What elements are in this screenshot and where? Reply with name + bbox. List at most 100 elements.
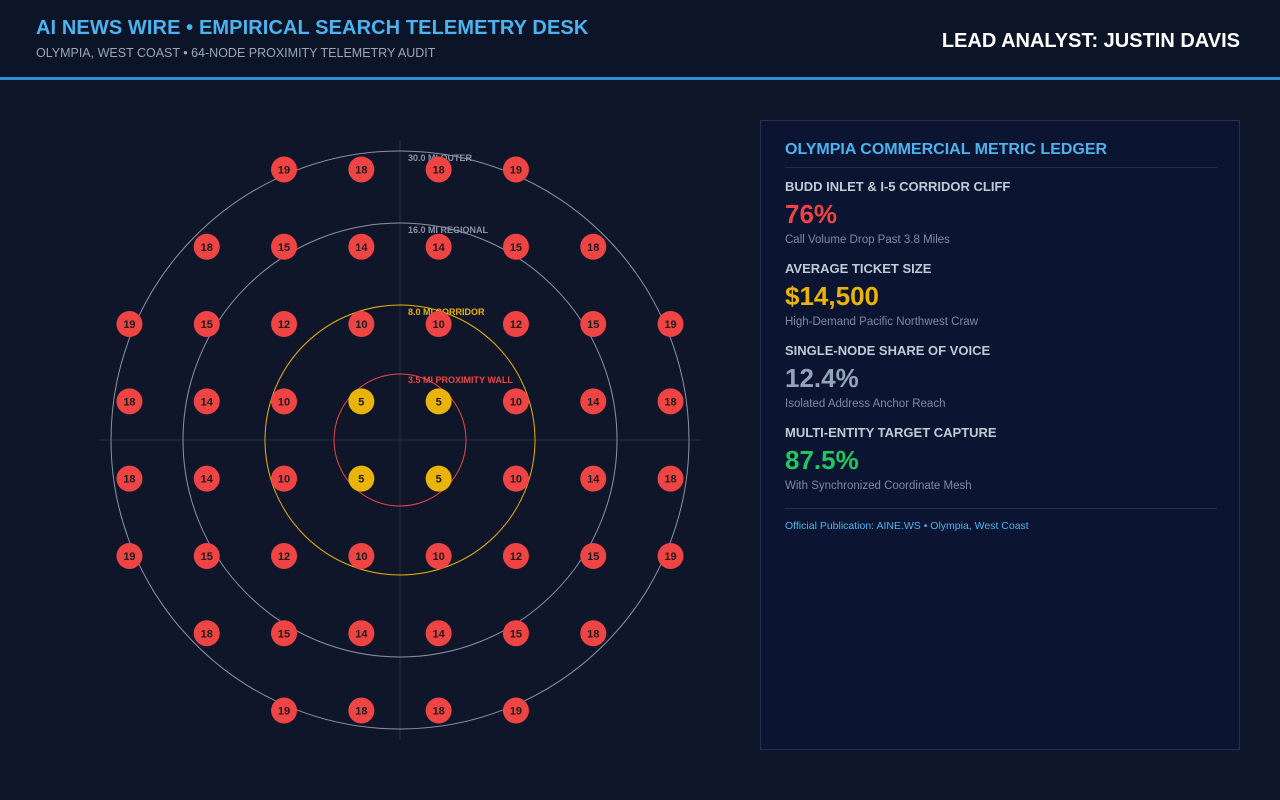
metric-label: AVERAGE TICKET SIZE: [785, 261, 932, 276]
node-value: 10: [355, 319, 367, 331]
node-value: 18: [433, 164, 445, 176]
node-marker: [116, 311, 143, 338]
node-marker: [116, 388, 143, 415]
node-marker: [348, 697, 375, 724]
telemetry-node: 18: [657, 465, 684, 492]
node-marker: [193, 620, 220, 647]
node-value: 18: [587, 242, 599, 254]
telemetry-node: 5: [425, 388, 452, 415]
telemetry-node: 18: [657, 388, 684, 415]
node-value: 18: [664, 474, 676, 486]
node-marker: [425, 311, 452, 338]
page-title: AI NEWS WIRE • EMPIRICAL SEARCH TELEMETR…: [36, 17, 589, 39]
node-value: 5: [358, 474, 364, 486]
metric-caption: High-Demand Pacific Northwest Craw: [785, 316, 979, 328]
node-value: 14: [355, 242, 368, 254]
node-marker: [580, 542, 607, 569]
node-marker: [193, 465, 220, 492]
metric-ticket-size: AVERAGE TICKET SIZE $14,500 High-Demand …: [785, 261, 1217, 328]
distance-ring: [333, 373, 467, 507]
telemetry-node: 19: [271, 697, 298, 724]
telemetry-node: 10: [425, 542, 452, 569]
node-marker: [348, 233, 375, 260]
telemetry-node: 19: [657, 311, 684, 338]
metric-caption: Isolated Address Anchor Reach: [785, 398, 946, 410]
node-value: 5: [358, 396, 364, 408]
node-value: 15: [587, 551, 599, 563]
distance-ring: [264, 304, 536, 576]
node-marker: [502, 156, 529, 183]
telemetry-node: 15: [271, 233, 298, 260]
node-marker: [348, 542, 375, 569]
telemetry-node: 10: [348, 542, 375, 569]
node-value: 19: [278, 164, 290, 176]
telemetry-node: 15: [502, 233, 529, 260]
node-value: 19: [510, 706, 522, 718]
telemetry-node: 12: [271, 542, 298, 569]
node-marker: [657, 465, 684, 492]
node-marker: [271, 697, 298, 724]
telemetry-node: 19: [657, 542, 684, 569]
node-marker: [193, 233, 220, 260]
page-header: AI NEWS WIRE • EMPIRICAL SEARCH TELEMETR…: [0, 0, 1280, 80]
telemetry-node: 18: [580, 233, 607, 260]
metric-label: BUDD INLET & I-5 CORRIDOR CLIFF: [785, 179, 1011, 194]
node-value: 19: [123, 319, 135, 331]
telemetry-node: 14: [193, 465, 220, 492]
telemetry-node: 14: [425, 620, 452, 647]
node-value: 14: [587, 474, 600, 486]
node-value: 19: [123, 551, 135, 563]
metric-value: 87.5%: [785, 445, 859, 475]
node-marker: [425, 620, 452, 647]
ledger-title: OLYMPIA COMMERCIAL METRIC LEDGER: [785, 141, 1217, 168]
telemetry-node: 19: [502, 156, 529, 183]
node-marker: [271, 620, 298, 647]
node-value: 14: [355, 628, 368, 640]
node-marker: [348, 465, 375, 492]
node-marker: [502, 388, 529, 415]
node-value: 10: [278, 474, 290, 486]
node-marker: [580, 388, 607, 415]
telemetry-node: 19: [271, 156, 298, 183]
telemetry-node: 12: [271, 311, 298, 338]
node-marker: [502, 542, 529, 569]
telemetry-node: 19: [502, 697, 529, 724]
telemetry-node: 19: [116, 311, 143, 338]
metric-target-capture: MULTI-ENTITY TARGET CAPTURE 87.5% With S…: [785, 425, 1217, 492]
telemetry-node: 18: [193, 233, 220, 260]
node-value: 15: [278, 628, 290, 640]
node-value: 15: [510, 628, 522, 640]
node-marker: [193, 542, 220, 569]
node-value: 18: [123, 474, 135, 486]
node-marker: [348, 388, 375, 415]
node-value: 14: [433, 628, 446, 640]
node-value: 15: [201, 551, 213, 563]
node-value: 12: [510, 551, 522, 563]
node-marker: [425, 542, 452, 569]
node-marker: [425, 388, 452, 415]
node-marker: [348, 156, 375, 183]
node-marker: [116, 465, 143, 492]
telemetry-node: 15: [580, 311, 607, 338]
node-value: 18: [355, 164, 367, 176]
node-value: 19: [664, 551, 676, 563]
telemetry-node: 14: [348, 620, 375, 647]
node-marker: [271, 465, 298, 492]
metric-label: MULTI-ENTITY TARGET CAPTURE: [785, 425, 997, 440]
metric-corridor-cliff: BUDD INLET & I-5 CORRIDOR CLIFF 76% Call…: [785, 179, 1217, 246]
telemetry-node: 18: [116, 465, 143, 492]
node-value: 18: [201, 628, 213, 640]
node-value: 15: [201, 319, 213, 331]
telemetry-node: 15: [502, 620, 529, 647]
node-marker: [271, 388, 298, 415]
node-value: 5: [436, 396, 442, 408]
node-marker: [580, 311, 607, 338]
node-value: 19: [510, 164, 522, 176]
ring-label: 3.5 MI PROXIMITY WALL: [408, 375, 513, 385]
ring-label: 8.0 MI CORRIDOR: [408, 307, 485, 317]
metric-caption: Call Volume Drop Past 3.8 Miles: [785, 234, 950, 246]
node-value: 15: [510, 242, 522, 254]
metric-value: 76%: [785, 199, 838, 229]
telemetry-node: 10: [271, 465, 298, 492]
